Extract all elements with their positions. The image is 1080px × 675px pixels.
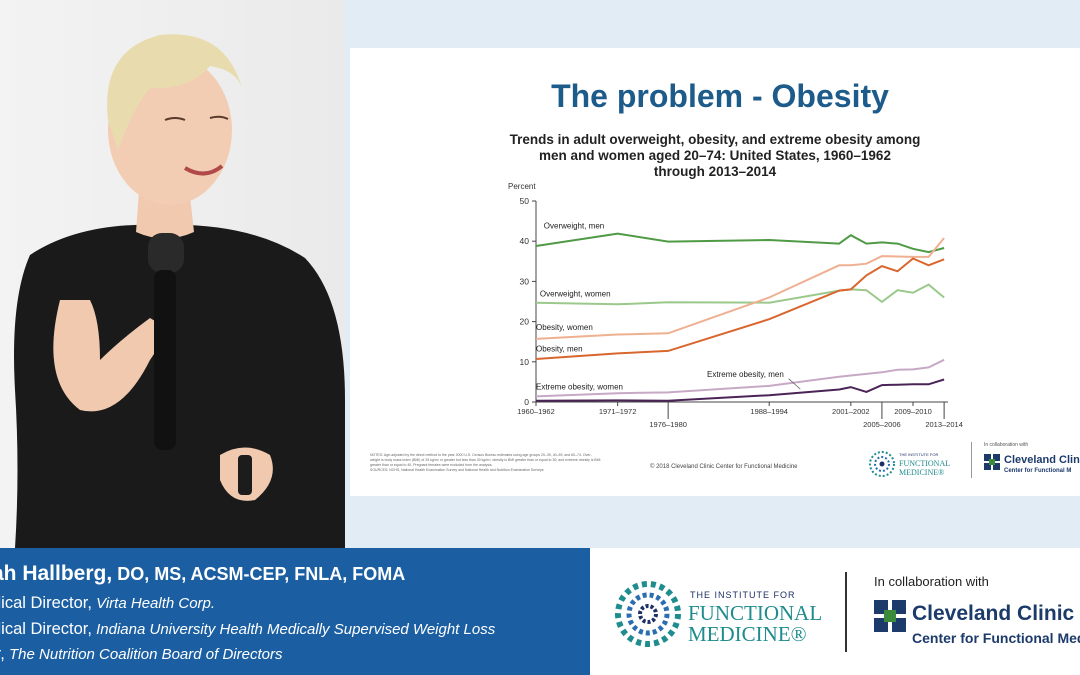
x-tick-label: 1971–1972 xyxy=(599,407,637,416)
x-tick-label: 1960–1962 xyxy=(517,407,555,416)
x-tick-label: 2001–2002 xyxy=(832,407,870,416)
collab-label: In collaboration with xyxy=(984,442,1029,448)
cleveland-clinic-name: Cleveland Clinic xyxy=(1004,454,1080,466)
speaker-video xyxy=(0,0,345,548)
series-label: Overweight, women xyxy=(540,290,611,299)
ifm-logo-line: THE INSTITUTE FOR xyxy=(899,452,938,457)
x-tick-label: 2005–2006 xyxy=(863,420,901,429)
series-label: Obesity, men xyxy=(536,344,583,353)
ifm-logo-line: FUNCTIONAL xyxy=(688,601,822,625)
speaker-org: Virta Health Corp. xyxy=(91,595,216,612)
video-frame: The problem - Obesity Trends in adult ov… xyxy=(0,0,1080,548)
ifm-mosaic-icon-large: THE INSTITUTE FOR FUNCTIONAL MEDICINE® xyxy=(615,581,822,647)
y-axis-label: Percent xyxy=(508,182,536,191)
cleveland-clinic-name: Cleveland Clinic xyxy=(912,602,1075,625)
cleveland-clinic-sub: Center for Functional M xyxy=(1004,468,1072,474)
lower-logo-divider xyxy=(845,572,847,652)
x-tick-label: 1988–1994 xyxy=(750,407,788,416)
speaker-namebar: ah Hallberg, DO, MS, ACSM-CEP, FNLA, FOM… xyxy=(0,548,590,675)
lower-collab-label: In collaboration with xyxy=(874,574,989,589)
speaker-role: dical Director, xyxy=(0,620,92,638)
y-tick-label: 30 xyxy=(520,276,530,286)
slide-copyright: © 2018 Cleveland Clinic Center for Funct… xyxy=(650,464,798,470)
chart-title: Trends in adult overweight, obesity, and… xyxy=(500,132,930,180)
series-label: Obesity, women xyxy=(536,323,593,332)
y-tick-label: 10 xyxy=(520,357,530,367)
note-line: weight is body mass index (BMI) of 25 kg… xyxy=(370,458,601,462)
ifm-logo-large: THE INSTITUTE FOR FUNCTIONAL MEDICINE® xyxy=(614,578,829,650)
speaker-org: Indiana University Health Medically Supe… xyxy=(91,621,496,638)
cleveland-clinic-logo: Cleveland Clinic Center for Functional M xyxy=(984,452,1080,478)
series-line xyxy=(535,378,945,402)
label-leader-line xyxy=(788,378,801,390)
speaker-name-row: ah Hallberg, DO, MS, ACSM-CEP, FNLA, FOM… xyxy=(0,562,405,586)
chart-title-line: men and women aged 20–74: United States,… xyxy=(539,148,891,163)
ifm-logo: THE INSTITUTE FOR FUNCTIONAL MEDICINE® xyxy=(868,446,964,482)
x-tick-label: 2009–2010 xyxy=(894,407,932,416)
speaker-role: ir, xyxy=(0,645,5,663)
speaker-role-row: dical Director, Indiana University Healt… xyxy=(0,620,495,639)
ifm-mosaic-icon: THE INSTITUTE FOR FUNCTIONAL MEDICINE® xyxy=(869,451,950,477)
speaker-credentials: DO, MS, ACSM-CEP, FNLA, FOMA xyxy=(112,564,406,584)
chart-title-line: through 2013–2014 xyxy=(653,164,777,179)
speaker-role-row: dical Director, Virta Health Corp. xyxy=(0,594,215,613)
y-tick-label: 50 xyxy=(520,196,530,206)
y-tick-label: 0 xyxy=(524,397,529,407)
series-line xyxy=(535,237,945,340)
chart-notes: NOTES: Age-adjusted by the direct method… xyxy=(370,453,650,473)
presentation-slide: The problem - Obesity Trends in adult ov… xyxy=(350,48,1080,496)
series-label: Overweight, men xyxy=(544,221,604,230)
series-line xyxy=(535,232,945,254)
speaker-role: dical Director, xyxy=(0,594,92,612)
y-tick-label: 40 xyxy=(520,236,530,246)
presenter-figure xyxy=(14,34,345,548)
ifm-logo-line: MEDICINE® xyxy=(899,468,944,477)
speaker-name: ah Hallberg, xyxy=(0,562,113,585)
series-label: Extreme obesity, men xyxy=(707,370,784,379)
ifm-logo-line: THE INSTITUTE FOR xyxy=(690,590,796,600)
series-line xyxy=(535,358,945,398)
slide-title: The problem - Obesity xyxy=(551,78,889,114)
series-line xyxy=(535,283,945,306)
chart-title-line: Trends in adult overweight, obesity, and… xyxy=(509,132,921,147)
series-label: Extreme obesity, women xyxy=(536,383,623,392)
y-tick-label: 20 xyxy=(520,317,530,327)
cleveland-clinic-cross-icon xyxy=(874,600,906,632)
cleveland-clinic-sub: Center for Functional Med xyxy=(912,630,1080,646)
cleveland-clinic-cross-icon xyxy=(984,454,1000,470)
cleveland-clinic-logo-large: Cleveland Clinic Center for Functional M… xyxy=(874,600,1080,650)
speaker-role-row: ir, The Nutrition Coalition Board of Dir… xyxy=(0,645,282,664)
note-line: SOURCES: NCHS, National Health Examinati… xyxy=(370,468,545,472)
series-line xyxy=(535,257,945,360)
ifm-logo-line: MEDICINE® xyxy=(688,622,807,646)
x-tick-label: 2013–2014 xyxy=(925,420,963,429)
x-tick-label: 1976–1980 xyxy=(649,420,687,429)
speaker-org: The Nutrition Coalition Board of Directo… xyxy=(4,646,283,663)
obesity-trend-chart: Percent 0 10 20 30 40 50 1960–1962 1971–1972 1988… xyxy=(508,182,963,429)
lower-third: ah Hallberg, DO, MS, ACSM-CEP, FNLA, FOM… xyxy=(0,548,1080,675)
note-line: greater than or equal to 40. Pregnant fe… xyxy=(370,463,493,467)
logo-divider xyxy=(971,442,972,478)
ifm-logo-line: FUNCTIONAL xyxy=(899,459,950,468)
note-line: NOTES: Age-adjusted by the direct method… xyxy=(370,453,592,457)
